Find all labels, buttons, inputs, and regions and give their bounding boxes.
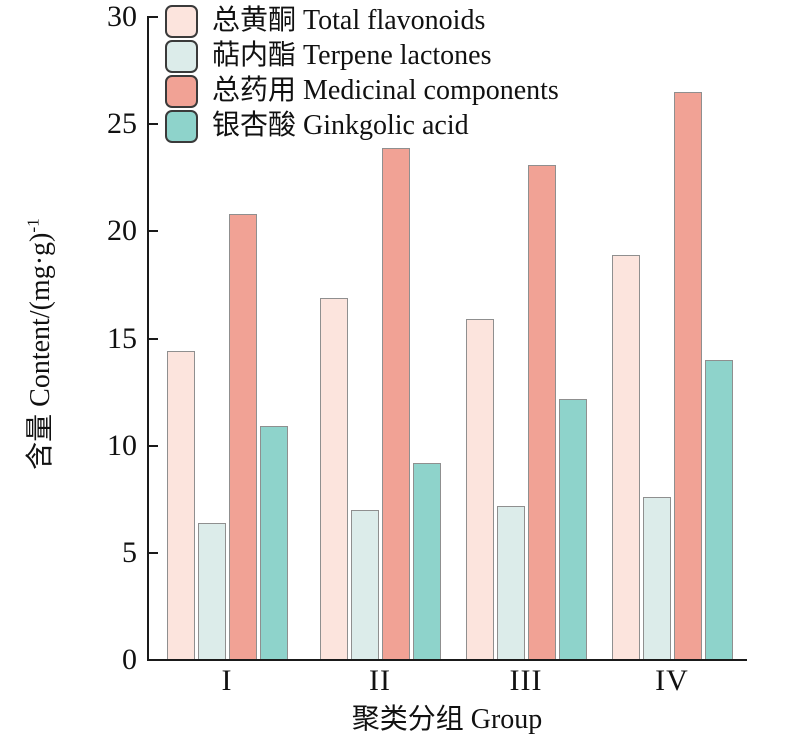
legend-label-ginkgolic-acid: 银杏酸 Ginkgolic acid (212, 110, 469, 141)
bar-total-flavonoids-group-IV (612, 255, 640, 660)
y-axis-line (147, 16, 149, 661)
bar-total-flavonoids-group-III (466, 319, 494, 660)
y-tick-label-10: 10 (107, 429, 137, 462)
bar-ginkgolic-acid-group-I (260, 426, 288, 660)
legend-label-medicinal-components: 总药用 Medicinal components (212, 75, 559, 106)
legend-item-terpene-lactones: 萜内酯 Terpene lactones (165, 39, 559, 73)
x-tick-label-group-II: II (369, 664, 391, 697)
x-axis-title: 聚类分组 Group (351, 704, 543, 735)
y-tick-mark-25 (149, 123, 158, 125)
bar-medicinal-components-group-IV (674, 92, 702, 660)
y-tick-mark-20 (149, 230, 158, 232)
legend: 总黄酮 Total flavonoids 萜内酯 Terpene lactones… (165, 4, 559, 144)
bar-terpene-lactones-group-II (351, 510, 379, 660)
y-tick-label-25: 25 (107, 107, 137, 140)
bar-total-flavonoids-group-I (167, 351, 195, 660)
legend-label-terpene-lactones: 萜内酯 Terpene lactones (212, 40, 492, 71)
x-tick-label-group-III: III (509, 664, 543, 697)
y-axis-title-text: 含量 Content/(mg·g) (25, 232, 56, 470)
bar-ginkgolic-acid-group-III (559, 399, 587, 660)
y-tick-label-5: 5 (122, 536, 137, 569)
bar-terpene-lactones-group-I (198, 523, 226, 660)
bar-medicinal-components-group-I (229, 214, 257, 660)
legend-swatch-ginkgolic-acid (165, 109, 198, 143)
legend-swatch-total-flavonoids (165, 4, 198, 38)
bar-terpene-lactones-group-IV (643, 497, 671, 660)
y-axis-title-superscript: -1 (23, 218, 43, 233)
legend-swatch-medicinal-components (165, 74, 198, 108)
x-tick-label-group-IV: IV (655, 664, 689, 697)
y-tick-label-20: 20 (107, 214, 137, 247)
legend-item-total-flavonoids: 总黄酮 Total flavonoids (165, 4, 559, 38)
legend-swatch-terpene-lactones (165, 39, 198, 73)
y-tick-label-30: 30 (107, 0, 137, 33)
y-tick-label-15: 15 (107, 322, 137, 355)
y-tick-mark-10 (149, 445, 158, 447)
x-axis-line (147, 659, 747, 661)
bar-ginkgolic-acid-group-II (413, 463, 441, 660)
bar-terpene-lactones-group-III (497, 506, 525, 660)
legend-item-ginkgolic-acid: 银杏酸 Ginkgolic acid (165, 109, 559, 143)
bar-medicinal-components-group-II (382, 148, 410, 660)
legend-item-medicinal-components: 总药用 Medicinal components (165, 74, 559, 108)
y-tick-mark-5 (149, 552, 158, 554)
bar-medicinal-components-group-III (528, 165, 556, 660)
y-tick-mark-0 (149, 659, 158, 661)
y-tick-mark-15 (149, 338, 158, 340)
y-tick-label-0: 0 (122, 643, 137, 676)
bar-total-flavonoids-group-II (320, 298, 348, 660)
legend-label-total-flavonoids: 总黄酮 Total flavonoids (212, 5, 486, 36)
y-tick-mark-30 (149, 16, 158, 18)
x-tick-label-group-I: I (221, 664, 233, 697)
y-axis-title: 含量 Content/(mg·g)-1 (18, 44, 56, 644)
bar-ginkgolic-acid-group-IV (705, 360, 733, 660)
